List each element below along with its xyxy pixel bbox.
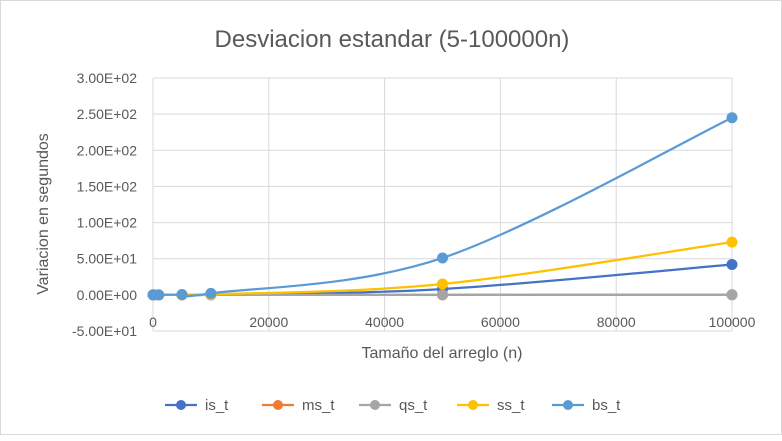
legend-label-ms_t: ms_t bbox=[302, 397, 335, 414]
y-tick-label: 0.00E+00 bbox=[77, 287, 138, 303]
data-point-bs_t bbox=[727, 113, 737, 123]
legend: is_t ms_t qs_t ss_t bs_t bbox=[165, 397, 621, 414]
data-point-qs_t bbox=[438, 290, 448, 300]
y-tick-label: 2.00E+02 bbox=[77, 142, 138, 158]
x-tick-labels: 0 20000 40000 60000 80000 100000 bbox=[149, 314, 755, 330]
data-point-bs_t bbox=[177, 289, 187, 299]
y-tick-label: 1.50E+02 bbox=[77, 178, 138, 194]
legend-label-is_t: is_t bbox=[205, 397, 229, 414]
y-tick-label: -5.00E+01 bbox=[72, 323, 137, 339]
data-point-ss_t bbox=[727, 237, 737, 247]
legend-marker-ms_t bbox=[273, 400, 283, 410]
data-point-qs_t bbox=[727, 290, 737, 300]
data-point-bs_t bbox=[206, 288, 216, 298]
legend-item-ms_t: ms_t bbox=[262, 397, 335, 414]
legend-label-ss_t: ss_t bbox=[497, 397, 525, 414]
data-point-bs_t bbox=[438, 253, 448, 263]
data-point-ss_t bbox=[438, 279, 448, 289]
legend-label-qs_t: qs_t bbox=[399, 397, 428, 414]
x-tick-label: 100000 bbox=[709, 314, 756, 330]
chart-title: Desviacion estandar (5-100000n) bbox=[215, 26, 570, 53]
series-lines bbox=[148, 113, 737, 300]
legend-marker-bs_t bbox=[563, 400, 573, 410]
y-tick-label: 1.00E+02 bbox=[77, 215, 138, 231]
legend-item-bs_t: bs_t bbox=[552, 397, 621, 414]
y-tick-labels: -5.00E+01 0.00E+00 5.00E+01 1.00E+02 1.50E+0… bbox=[72, 70, 137, 339]
x-tick-label: 40000 bbox=[365, 314, 404, 330]
legend-label-bs_t: bs_t bbox=[592, 397, 621, 414]
y-tick-label: 2.50E+02 bbox=[77, 106, 138, 122]
legend-item-qs_t: qs_t bbox=[359, 397, 428, 414]
x-tick-label: 0 bbox=[149, 314, 157, 330]
legend-item-ss_t: ss_t bbox=[457, 397, 525, 414]
x-tick-label: 80000 bbox=[597, 314, 636, 330]
legend-marker-qs_t bbox=[370, 400, 380, 410]
data-point-bs_t bbox=[154, 290, 164, 300]
legend-marker-ss_t bbox=[468, 400, 478, 410]
y-tick-label: 3.00E+02 bbox=[77, 70, 138, 86]
y-tick-label: 5.00E+01 bbox=[77, 251, 138, 267]
legend-marker-is_t bbox=[176, 400, 186, 410]
data-point-is_t bbox=[727, 259, 737, 269]
x-axis-label: Tamaño del arreglo (n) bbox=[362, 345, 523, 362]
x-tick-label: 20000 bbox=[249, 314, 288, 330]
x-tick-label: 60000 bbox=[481, 314, 520, 330]
series-line-bs_t bbox=[153, 118, 732, 297]
y-axis-label: Variacion en segundos bbox=[35, 133, 52, 295]
legend-item-is_t: is_t bbox=[165, 397, 229, 414]
